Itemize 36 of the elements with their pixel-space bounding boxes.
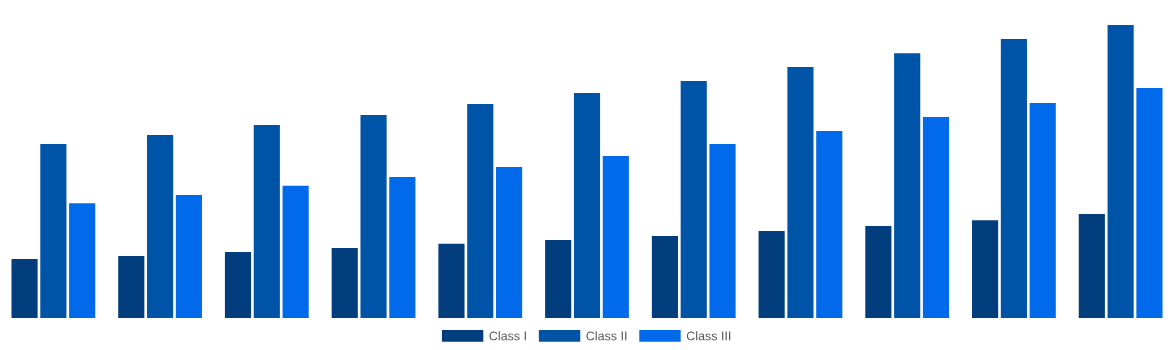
bar [224,252,252,318]
bar [651,235,678,318]
bar [360,114,387,318]
bar [1136,88,1163,318]
bar [573,92,601,318]
bar [972,220,999,318]
bar [253,124,280,318]
bar [11,259,38,318]
bar [894,53,921,318]
bar [1078,213,1105,318]
bar [816,131,843,318]
bar [147,134,174,318]
legend-label: Class I [489,331,526,341]
bar [496,167,523,318]
bar [1107,25,1134,318]
bar [1029,102,1056,318]
bar [467,104,494,318]
bar [922,117,950,318]
bar [758,230,785,318]
bar [680,80,707,318]
legend-label: Class II [586,331,627,341]
bar [709,143,736,318]
bar [40,143,67,318]
bar [602,155,629,318]
bar [545,240,572,318]
bar [331,247,358,318]
bar [282,185,309,318]
bar [389,177,416,318]
bar [175,194,202,318]
bar [69,203,96,318]
legend-label: Class III [686,331,731,341]
bar [787,66,814,318]
bar [118,255,145,318]
bar [1000,39,1027,318]
bar [865,226,892,318]
bar [438,243,465,318]
